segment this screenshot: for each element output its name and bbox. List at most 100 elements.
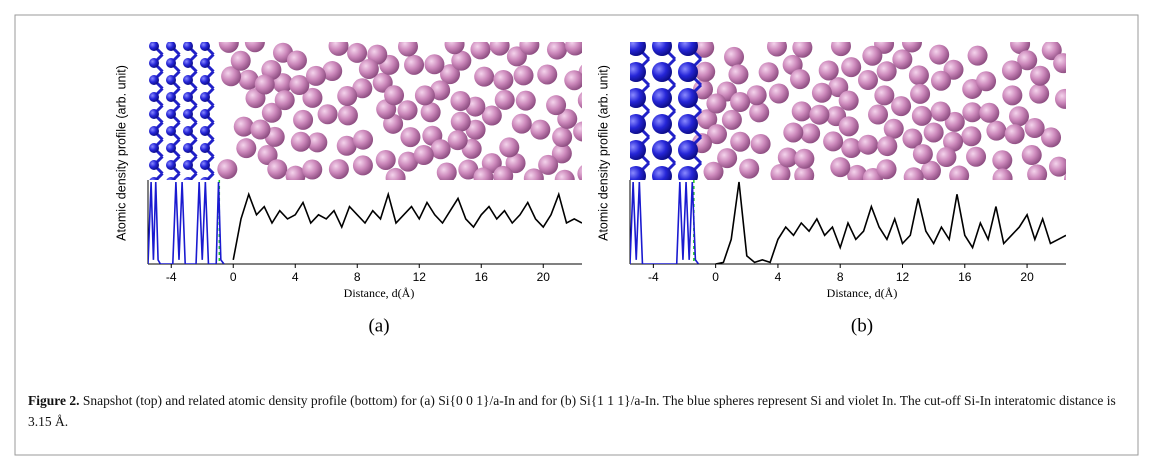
si-atom — [630, 166, 646, 180]
in-atom — [874, 85, 895, 106]
in-atom — [302, 87, 323, 108]
in-atom — [730, 131, 751, 152]
in-atom — [944, 111, 965, 132]
si-atom — [200, 58, 210, 68]
in-atom — [250, 119, 271, 140]
in-atom — [1001, 60, 1022, 81]
in-atom — [552, 127, 573, 148]
in-atom — [783, 122, 804, 143]
in-atom — [450, 111, 471, 132]
in-atom — [949, 165, 970, 180]
si-bond — [662, 189, 675, 202]
in-atom — [908, 65, 929, 86]
in-atom — [375, 149, 396, 170]
snapshot — [630, 42, 1066, 202]
in-atom — [236, 138, 257, 159]
si-atom — [630, 140, 646, 160]
in-atom — [474, 66, 495, 87]
si-atom — [200, 177, 210, 180]
in-atom — [481, 105, 502, 126]
si-atom — [166, 109, 176, 119]
in-atom — [1048, 156, 1066, 177]
density-line — [232, 191, 582, 261]
si-atom — [183, 160, 193, 170]
in-atom — [505, 153, 526, 174]
in-atom — [546, 42, 567, 60]
y-axis-label: Atomic density profile (arb. unit) — [596, 65, 610, 241]
in-atom — [1027, 164, 1048, 180]
in-atom — [513, 65, 534, 86]
in-atom — [336, 135, 357, 156]
in-atom — [458, 159, 479, 180]
in-atom — [966, 146, 987, 167]
in-atom — [936, 147, 957, 168]
si-atom — [630, 62, 646, 82]
in-atom — [515, 90, 536, 111]
x-tick-label: -4 — [648, 270, 659, 284]
in-atom — [1030, 65, 1051, 86]
in-atom — [790, 69, 811, 90]
in-atom — [470, 42, 491, 60]
in-atom — [1041, 127, 1062, 148]
x-tick-label: 8 — [354, 270, 361, 284]
in-atom — [749, 102, 770, 123]
in-atom — [838, 90, 859, 111]
in-atom — [766, 42, 787, 57]
in-atom — [293, 109, 314, 130]
x-axis-label: Distance, d(Å) — [827, 286, 898, 300]
in-atom — [413, 144, 434, 165]
in-atom — [573, 121, 582, 142]
density-line — [630, 181, 700, 264]
si-atom — [678, 114, 698, 134]
caption: Figure 2. Snapshot (top) and related ato… — [28, 390, 1128, 432]
si-atom — [166, 42, 176, 51]
in-atom — [538, 154, 559, 175]
si-atom — [183, 143, 193, 153]
si-atom — [200, 42, 210, 51]
in-atom — [322, 61, 343, 82]
in-atom — [546, 95, 567, 116]
x-tick-label: 0 — [712, 270, 719, 284]
in-atom — [911, 105, 932, 126]
x-tick-label: 8 — [837, 270, 844, 284]
in-atom — [473, 167, 494, 180]
si-bond — [188, 191, 197, 200]
in-atom — [317, 104, 338, 125]
in-atom — [551, 143, 572, 164]
x-tick-label: 0 — [230, 270, 237, 284]
in-atom — [358, 58, 379, 79]
in-atom — [847, 164, 868, 180]
in-atom — [414, 85, 435, 106]
si-atom — [678, 166, 698, 180]
in-atom — [838, 116, 859, 137]
panel-label: (a) — [368, 315, 389, 336]
in-atom — [910, 83, 931, 104]
in-atom — [891, 96, 912, 117]
in-atom — [758, 62, 779, 83]
in-atom — [943, 131, 964, 152]
in-atom — [739, 158, 760, 179]
si-atom — [652, 166, 672, 180]
in-atom — [1021, 145, 1042, 166]
in-atom — [962, 102, 983, 123]
in-atom — [1024, 118, 1045, 139]
si-atom — [652, 114, 672, 134]
in-atom — [352, 78, 373, 99]
in-atom — [352, 155, 373, 176]
in-atom — [489, 42, 510, 56]
in-atom — [828, 77, 849, 98]
si-atom — [630, 42, 646, 56]
in-atom — [397, 42, 418, 57]
si-atom — [183, 75, 193, 85]
in-atom — [328, 42, 349, 56]
in-atom — [307, 132, 328, 153]
in-atom — [221, 66, 242, 87]
x-tick-label: 4 — [775, 270, 782, 284]
si-atom — [678, 88, 698, 108]
si-bond — [187, 172, 198, 180]
in-atom — [694, 42, 715, 58]
in-atom — [1053, 53, 1066, 74]
in-atom — [511, 113, 532, 134]
